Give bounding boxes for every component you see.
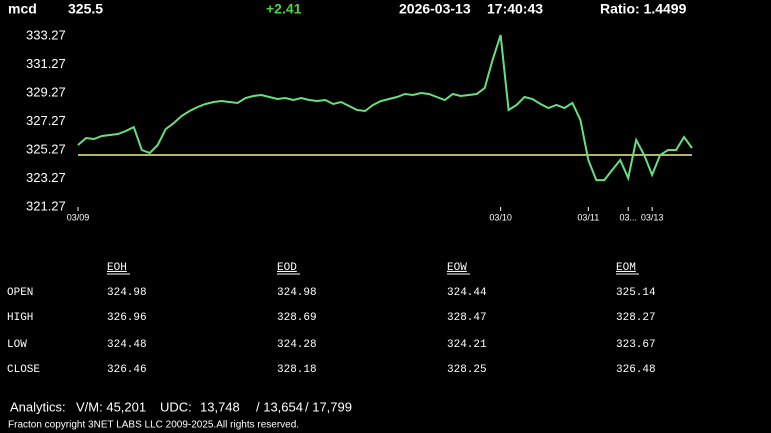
- y-tick-label: 331.27: [26, 56, 66, 71]
- column-header: EOW: [447, 262, 467, 274]
- cell: 328.47: [447, 312, 487, 324]
- y-tick-label: 327.27: [26, 113, 66, 128]
- date: 2026-03-13: [399, 1, 471, 17]
- udc-value: 13,748: [200, 399, 240, 414]
- analytics: Analytics:: [10, 399, 66, 414]
- table: EOH EOD EOW EOM OPEN 324.98 324.98 324.44 325.14…: [7, 262, 656, 376]
- udc-value: / 17,799: [305, 399, 352, 414]
- row-label: LOW: [7, 339, 27, 351]
- cell: 324.21: [447, 339, 487, 351]
- y-tick-label: 325.27: [26, 141, 66, 156]
- cell: 328.25: [447, 364, 487, 376]
- cell: 324.28: [277, 339, 317, 351]
- vm: V/M: 45,201: [76, 399, 146, 414]
- column-header: EOD: [277, 262, 297, 274]
- x-tick-label: 03/09: [67, 212, 90, 222]
- y-tick-label: 323.27: [26, 170, 66, 185]
- chart: 333.27 331.27 329.27 327.27 325.27 323.27 321.…: [26, 27, 693, 222]
- price-line: [77, 34, 693, 182]
- cell: 324.98: [277, 287, 317, 299]
- x-tick-label: 03/13: [641, 212, 664, 222]
- symbol: mcd: [8, 1, 37, 17]
- y-tick-label: 321.27: [26, 198, 66, 213]
- cell: 326.48: [616, 364, 656, 376]
- time: 17:40:43: [487, 1, 543, 17]
- cell: 323.67: [616, 339, 656, 351]
- cell: 326.46: [107, 364, 147, 376]
- x-tick-label: 03/10: [489, 212, 512, 222]
- cell: 328.18: [277, 364, 317, 376]
- udc: UDC:: [160, 399, 192, 414]
- y-tick-label: 333.27: [26, 27, 66, 42]
- x-tick-label: 03...: [619, 212, 637, 222]
- row-label: HIGH: [7, 312, 33, 324]
- cell: 325.14: [616, 287, 656, 299]
- price: 325.5: [68, 1, 103, 17]
- cell: 326.96: [107, 312, 147, 324]
- column-header: EOH: [107, 262, 127, 274]
- column-header: EOM: [616, 262, 636, 274]
- ratio: Ratio: 1.4499: [600, 1, 687, 17]
- row-label: CLOSE: [7, 364, 40, 376]
- change: +2.41: [266, 1, 302, 17]
- y-tick-label: 329.27: [26, 84, 66, 99]
- x-tick-label: 03/11: [577, 212, 599, 222]
- cell: 324.98: [107, 287, 147, 299]
- cell: 328.27: [616, 312, 656, 324]
- copyright: Fracton copyright 3NET LABS LLC 2009-202…: [8, 420, 299, 431]
- cell: 324.44: [447, 287, 487, 299]
- cell: 324.48: [107, 339, 147, 351]
- row-label: OPEN: [7, 287, 33, 299]
- cell: 328.69: [277, 312, 317, 324]
- udc-value: / 13,654: [256, 399, 303, 414]
